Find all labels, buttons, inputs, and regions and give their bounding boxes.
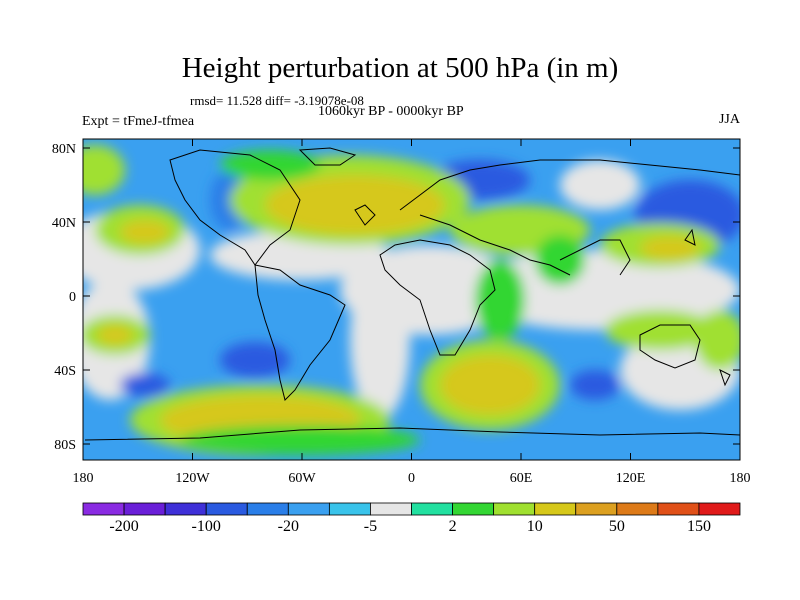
lat-axis: 80N 40N 0 40S 80S bbox=[52, 142, 740, 453]
lon-label: 60W bbox=[288, 471, 316, 486]
lat-label: 40N bbox=[52, 216, 76, 231]
colorbar-label: 10 bbox=[526, 518, 543, 535]
lat-label: 80S bbox=[54, 438, 76, 453]
lon-label: 180 bbox=[730, 471, 751, 486]
colorbar-label: 50 bbox=[608, 518, 625, 535]
colorbar-box bbox=[246, 502, 289, 516]
colorbar-box bbox=[328, 502, 371, 516]
colorbar-label: 2 bbox=[448, 518, 457, 535]
colorbar-box bbox=[698, 502, 741, 516]
lon-axis: 180 120W 60W 0 60E 120E 180 bbox=[73, 139, 751, 486]
lon-label: 120E bbox=[616, 471, 646, 486]
colorbar-box bbox=[164, 502, 207, 516]
lon-label: 60E bbox=[510, 471, 533, 486]
lon-label: 120W bbox=[175, 471, 210, 486]
colorbar-box bbox=[287, 502, 330, 516]
colorbar-box bbox=[575, 502, 618, 516]
colorbar-box bbox=[370, 502, 412, 516]
colorbar-box bbox=[534, 502, 577, 516]
experiment-text: Expt = tFmeJ-tfmea bbox=[82, 114, 195, 129]
colorbar-box bbox=[82, 502, 125, 516]
field-contours bbox=[83, 145, 740, 455]
lon-label: 0 bbox=[408, 471, 415, 486]
colorbar-box bbox=[205, 502, 248, 516]
colorbar-box bbox=[493, 502, 536, 516]
colorbar-label: -100 bbox=[191, 518, 221, 535]
colorbar-box bbox=[657, 502, 700, 516]
stats-text: rmsd= 11.528 diff= -3.19078e-08 bbox=[190, 93, 364, 108]
colorbar-box bbox=[411, 502, 453, 516]
map-title: Height perturbation at 500 hPa (in m) bbox=[181, 52, 619, 84]
colorbar-label: 150 bbox=[686, 518, 711, 535]
lat-label: 0 bbox=[69, 290, 76, 305]
colorbar-label: -5 bbox=[363, 518, 378, 535]
season-text: JJA bbox=[718, 112, 740, 127]
period-text: 1060kyr BP - 0000kyr BP bbox=[318, 104, 464, 119]
lat-label: 40S bbox=[54, 364, 76, 379]
colorbar-label: -20 bbox=[277, 518, 299, 535]
colorbar-label: -200 bbox=[109, 518, 139, 535]
colorbar-box bbox=[616, 502, 659, 516]
lon-label: 180 bbox=[73, 471, 94, 486]
colorbar-box bbox=[452, 502, 495, 516]
lat-label: 80N bbox=[52, 142, 76, 157]
colorbar-box bbox=[123, 502, 166, 516]
coastlines bbox=[84, 147, 740, 441]
